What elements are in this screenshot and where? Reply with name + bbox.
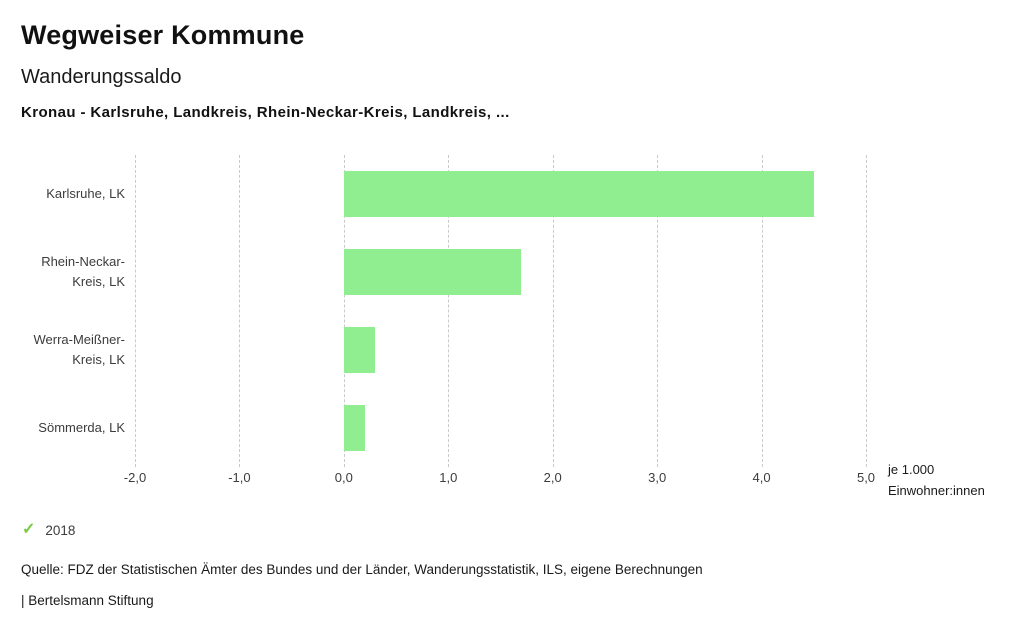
category-label: Sömmerda, LK [38,419,125,435]
category-label: Rhein-Neckar- Kreis, LK [41,253,125,289]
legend-item-2018[interactable]: ✓ 2018 [22,522,75,538]
category-label: Werra-Meißner- Kreis, LK [33,331,126,367]
gridline [657,155,659,467]
gridline [761,155,763,467]
gridline [343,155,345,467]
chart-bar [343,171,814,217]
bar-chart-plot-area [135,155,867,467]
x-tick-label: 0,0 [334,470,353,485]
gridline [866,155,867,467]
x-tick-label: 4,0 [752,470,771,485]
check-icon: ✓ [22,521,36,538]
chart-bar [343,405,365,451]
x-axis-tick-row: -2,0 -1,0 0,0 1,0 2,0 3,0 4,0 5,0 [124,470,875,488]
chart-selection-subtitle: Kronau - Karlsruhe, Landkreis, Rhein-Nec… [21,104,510,121]
gridline [135,155,136,467]
page-title: Wegweiser Kommune [21,20,305,50]
branding-text: | Bertelsmann Stiftung [21,593,154,608]
gridline [552,155,554,467]
source-text: Quelle: FDZ der Statistischen Ämter des … [21,562,703,577]
category-label: Karlsruhe, LK [46,185,125,201]
axis-unit-label: je 1.000 Einwohner:innen [888,459,985,501]
chart-title: Wanderungssaldo [21,66,182,88]
category-labels-column: Karlsruhe, LK Rhein-Neckar- Kreis, LK Werra… [0,155,126,467]
gridline [448,155,450,467]
chart-bar [343,249,522,295]
chart-bar [343,327,376,373]
gridline [239,155,241,467]
x-tick-label: -1,0 [228,470,251,485]
x-tick-label: 5,0 [856,470,876,485]
x-tick-label: 2,0 [543,470,562,485]
axis-unit-line1: je 1.000 [888,462,935,477]
x-tick-label: -2,0 [123,470,147,485]
legend-label: 2018 [45,522,76,538]
axis-unit-line2: Einwohner:innen [888,483,985,498]
x-tick-label: 1,0 [439,470,458,485]
x-tick-label: 3,0 [648,470,667,485]
